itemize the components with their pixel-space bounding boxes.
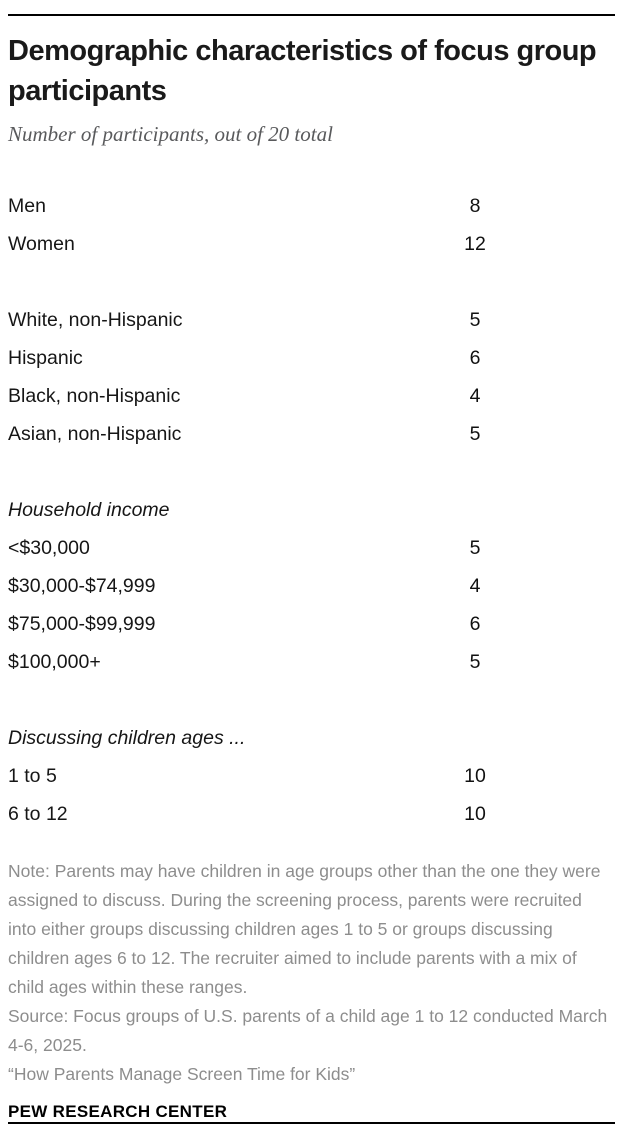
- table-row: <$30,000 5: [8, 529, 612, 567]
- report-subtitle: Number of participants, out of 20 total: [8, 122, 333, 146]
- row-value: 10: [464, 802, 486, 825]
- table-section-race-ethnicity: White, non-Hispanic 5 Hispanic 6 Black, …: [8, 301, 612, 453]
- table-row: 1 to 5 10: [8, 757, 612, 795]
- row-label: Asian, non-Hispanic: [8, 422, 182, 445]
- row-label: Women: [8, 232, 75, 255]
- row-value: 4: [469, 574, 481, 597]
- row-value: 10: [464, 764, 486, 787]
- table-section-children-ages: Discussing children ages ... 1 to 5 10 6…: [8, 719, 612, 833]
- report-title: Demographic characteristics of focus gro…: [8, 35, 597, 107]
- demographics-table: Men 8 Women 12 White, non-Hispanic 5 His…: [8, 187, 612, 833]
- table-row: $100,000+ 5: [8, 643, 612, 681]
- row-value: 4: [469, 384, 481, 407]
- row-label: 1 to 5: [8, 764, 57, 787]
- bottom-divider: [8, 1122, 615, 1124]
- row-label: Men: [8, 194, 46, 217]
- table-section-gender: Men 8 Women 12: [8, 187, 612, 263]
- source-text: Source: Focus groups of U.S. parents of …: [8, 1006, 608, 1055]
- row-value: 6: [469, 612, 481, 635]
- top-divider: [8, 14, 615, 16]
- table-row: Women 12: [8, 225, 612, 263]
- row-value: 5: [469, 650, 481, 673]
- table-row: Hispanic 6: [8, 339, 612, 377]
- table-row: White, non-Hispanic 5: [8, 301, 612, 339]
- section-header: Household income: [8, 498, 170, 521]
- section-header: Discussing children ages ...: [8, 726, 246, 749]
- row-value: 12: [464, 232, 486, 255]
- table-row: Asian, non-Hispanic 5: [8, 415, 612, 453]
- row-value: 5: [469, 536, 481, 559]
- row-value: 5: [469, 422, 481, 445]
- row-label: <$30,000: [8, 536, 90, 559]
- table-row: 6 to 12 10: [8, 795, 612, 833]
- row-label: $100,000+: [8, 650, 101, 673]
- table-row: Black, non-Hispanic 4: [8, 377, 612, 415]
- row-label: $30,000-$74,999: [8, 574, 156, 597]
- row-label: $75,000-$99,999: [8, 612, 156, 635]
- report-quote-title: “How Parents Manage Screen Time for Kids…: [8, 1064, 356, 1084]
- row-label: White, non-Hispanic: [8, 308, 183, 331]
- row-label: Hispanic: [8, 346, 83, 369]
- row-value: 6: [469, 346, 481, 369]
- row-value: 5: [469, 308, 481, 331]
- card-content: Demographic characteristics of focus gro…: [8, 16, 612, 1122]
- row-value: 8: [469, 194, 481, 217]
- table-section-household-income: Household income <$30,000 5 $30,000-$74,…: [8, 491, 612, 681]
- table-row: Men 8: [8, 187, 612, 225]
- footer-brand: PEW RESEARCH CENTER: [8, 1102, 228, 1121]
- note-text: Note: Parents may have children in age g…: [8, 861, 601, 997]
- table-row: $75,000-$99,999 6: [8, 605, 612, 643]
- table-row: $30,000-$74,999 4: [8, 567, 612, 605]
- row-label: Black, non-Hispanic: [8, 384, 181, 407]
- row-label: 6 to 12: [8, 802, 68, 825]
